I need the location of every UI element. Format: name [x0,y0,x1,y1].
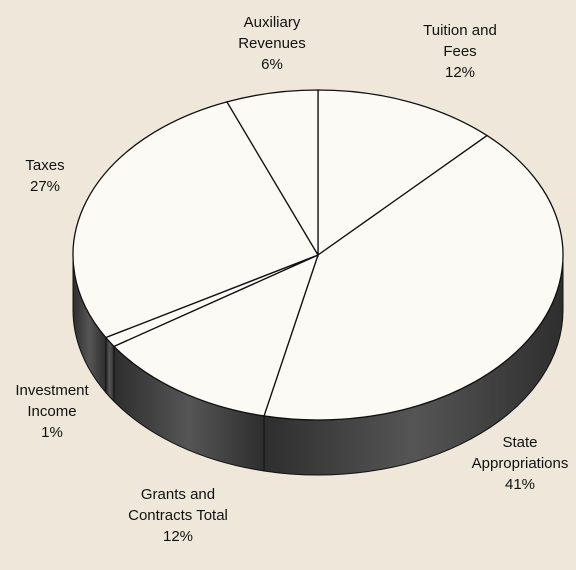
slice-label: Grants and Contracts Total 12% [128,484,228,547]
pie-slice [317,89,489,257]
value-label: 12% [162,528,194,545]
slice-label: State Appropriations 41% [460,432,576,495]
category-name: Tuition and Fees [423,22,497,60]
value-label: 27% [29,178,61,195]
value-label: 1% [41,424,63,441]
slice-label: Investment Income 1% [2,380,102,443]
pie-slice [112,253,320,417]
category-name: Investment Income [15,382,89,420]
pie-slice [263,134,564,421]
value-label: 12% [444,64,476,81]
category-name: Taxes [25,157,65,174]
pie-side [105,336,115,403]
category-name: Grants and Contracts Total [128,486,228,524]
category-name: Auxiliary Revenues [238,14,306,52]
slice-label: Taxes 27% [0,155,95,197]
pie-slice [72,101,319,339]
value-label: 6% [261,56,283,73]
category-name: State Appropriations [471,434,569,472]
slice-label: Auxiliary Revenues 6% [222,12,322,75]
value-label: 41% [504,476,536,493]
slice-label: Tuition and Fees 12% [415,20,505,83]
pie-slice [225,89,319,258]
